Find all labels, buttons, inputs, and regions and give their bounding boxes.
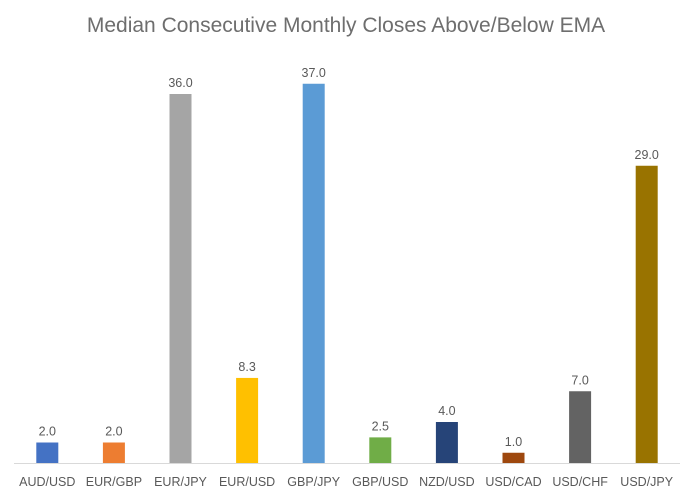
x-tick-label: NZD/USD: [419, 475, 475, 489]
bar-usd-chf: [569, 391, 592, 463]
bar-usd-cad: [502, 452, 525, 463]
bars-group: [36, 83, 658, 464]
x-tick-label: USD/CHF: [552, 475, 608, 489]
bar-eur-gbp: [102, 442, 125, 463]
bar-gbp-jpy: [302, 83, 325, 463]
value-label: 2.0: [39, 425, 56, 439]
x-tick-label: EUR/USD: [219, 475, 275, 489]
bar-aud-usd: [36, 442, 59, 463]
bar-eur-usd: [236, 377, 259, 464]
value-label: 29.0: [635, 148, 659, 162]
value-labels-group: 2.0 2.0 36.0 8.3 37.0 2.5 4.0 1.0 7.0 29.0: [39, 66, 659, 449]
bar-nzd-usd: [435, 422, 458, 463]
value-label: 7.0: [571, 373, 588, 387]
x-tick-label: GBP/USD: [352, 475, 408, 489]
value-label: 2.0: [105, 425, 122, 439]
chart-title: Median Consecutive Monthly Closes Above/…: [87, 14, 605, 37]
value-label: 2.5: [372, 419, 389, 433]
x-tick-label: AUD/USD: [19, 475, 75, 489]
bar-gbp-usd: [369, 437, 392, 464]
value-label: 37.0: [302, 66, 326, 80]
value-label: 8.3: [238, 360, 255, 374]
x-tick-label: EUR/GBP: [86, 475, 142, 489]
x-tick-label: EUR/JPY: [154, 475, 207, 489]
bar-usd-jpy: [635, 165, 658, 463]
x-tick-label: USD/JPY: [620, 475, 673, 489]
value-label: 1.0: [505, 435, 522, 449]
x-tick-labels-group: AUD/USD EUR/GBP EUR/JPY EUR/USD GBP/JPY GBP/U…: [19, 475, 674, 489]
x-tick-label: USD/CAD: [485, 475, 541, 489]
bar-eur-jpy: [169, 94, 192, 463]
x-tick-label: GBP/JPY: [287, 475, 340, 489]
value-label: 4.0: [438, 404, 455, 418]
value-label: 36.0: [168, 76, 192, 90]
